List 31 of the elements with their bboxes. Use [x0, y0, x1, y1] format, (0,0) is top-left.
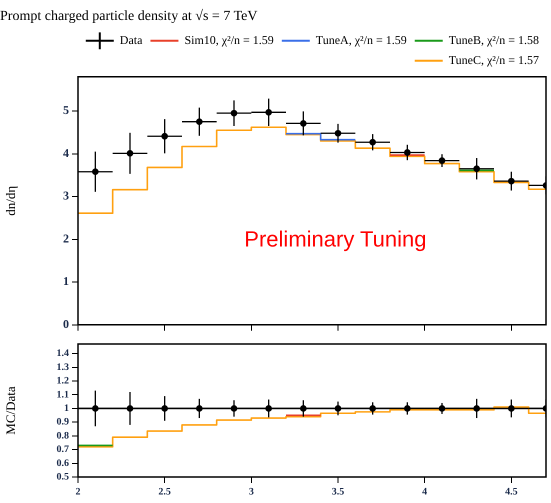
x-tick-label: 2 [76, 486, 80, 498]
y-tick-label: 1 [64, 403, 69, 414]
y-tick-label: 1.1 [56, 389, 69, 400]
y-tick-label: 4 [63, 146, 69, 160]
y-axis-title: dn/dη [3, 186, 18, 216]
x-tick-label: 2.5 [158, 486, 171, 498]
y-tick-label: 0.5 [56, 472, 69, 483]
y-tick-label: 1.4 [56, 348, 69, 360]
y-tick-label: 0 [63, 316, 69, 331]
y-tick-label: 0.8 [56, 430, 69, 442]
legend-label: Data [120, 32, 144, 47]
x-tick-label: 4.5 [505, 486, 518, 498]
y-tick-label: 1.2 [56, 376, 69, 387]
x-tick-label: 4 [422, 486, 428, 498]
y-axis-title: MC/Data [3, 386, 18, 435]
annotation: Preliminary Tuning [244, 226, 426, 252]
chart-title: Prompt charged particle density at √s = 7 TeV [0, 8, 258, 24]
y-tick-label: 0.6 [56, 458, 69, 469]
y-tick-label: 5 [63, 103, 69, 118]
y-tick-label: 0.9 [56, 416, 69, 428]
y-tick-label: 1 [63, 274, 69, 288]
legend-label: TuneC, χ²/n = 1.57 [448, 52, 539, 67]
x-tick-label: 3.5 [332, 486, 344, 498]
y-tick-label: 2 [63, 231, 69, 246]
legend-label: Sim10, χ²/n = 1.59 [184, 32, 274, 47]
y-tick-label: 0.7 [56, 444, 69, 456]
legend-label: TuneA, χ²/n = 1.59 [316, 32, 407, 47]
y-tick-label: 1.3 [56, 362, 69, 373]
legend-label: TuneB, χ²/n = 1.58 [448, 32, 539, 47]
x-tick-label: 3 [248, 486, 254, 498]
y-tick-label: 3 [63, 188, 69, 203]
